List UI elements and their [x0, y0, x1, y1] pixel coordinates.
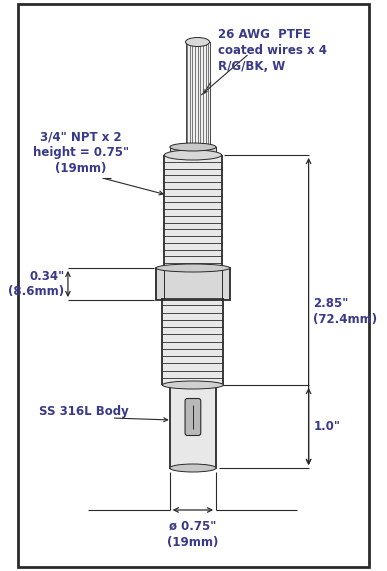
Text: R/G/BK, W: R/G/BK, W [218, 60, 285, 73]
Bar [164, 155, 222, 270]
Bar [163, 298, 223, 385]
Text: (19mm): (19mm) [55, 162, 106, 175]
Text: (72.4mm): (72.4mm) [313, 313, 377, 326]
Bar [170, 383, 216, 468]
Ellipse shape [164, 150, 222, 160]
Bar [170, 147, 216, 155]
FancyBboxPatch shape [185, 399, 201, 436]
Text: coated wires x 4: coated wires x 4 [218, 44, 327, 57]
Ellipse shape [163, 381, 223, 389]
Text: 3/4" NPT x 2: 3/4" NPT x 2 [40, 130, 122, 143]
Ellipse shape [156, 264, 230, 272]
Text: ø 0.75": ø 0.75" [169, 520, 217, 533]
Text: (8.6mm): (8.6mm) [8, 284, 64, 297]
Text: height = 0.75": height = 0.75" [33, 146, 129, 159]
Text: 2.85": 2.85" [313, 297, 349, 310]
Bar [185, 42, 210, 155]
Ellipse shape [170, 464, 216, 472]
FancyBboxPatch shape [18, 4, 369, 567]
Text: (19mm): (19mm) [167, 536, 219, 549]
Text: 26 AWG  PTFE: 26 AWG PTFE [218, 28, 311, 41]
Text: 0.34": 0.34" [29, 271, 64, 283]
Ellipse shape [185, 38, 210, 46]
Ellipse shape [170, 143, 216, 151]
Text: 1.0": 1.0" [313, 420, 340, 433]
Bar [156, 268, 230, 300]
Text: SS 316L Body: SS 316L Body [39, 405, 128, 418]
